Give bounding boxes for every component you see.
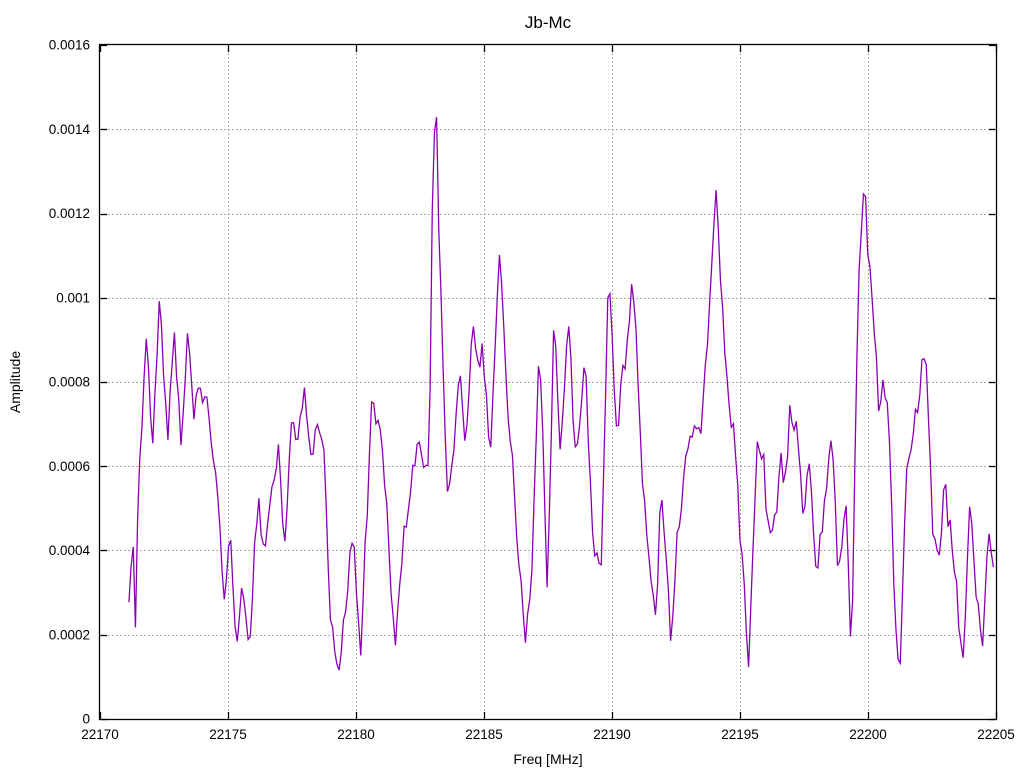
svg-text:0.0014: 0.0014: [49, 122, 91, 137]
svg-text:0.001: 0.001: [56, 290, 90, 305]
svg-text:22185: 22185: [465, 727, 503, 742]
svg-text:0: 0: [82, 712, 90, 727]
svg-text:0.0012: 0.0012: [49, 206, 90, 221]
svg-text:22195: 22195: [721, 727, 759, 742]
svg-text:Jb-Mc: Jb-Mc: [525, 13, 572, 32]
svg-text:Freq [MHz]: Freq [MHz]: [513, 751, 582, 767]
svg-text:0.0006: 0.0006: [49, 459, 90, 474]
svg-text:22170: 22170: [81, 727, 119, 742]
svg-text:0.0008: 0.0008: [49, 375, 90, 390]
svg-text:0.0016: 0.0016: [49, 38, 90, 53]
svg-text:Amplitude: Amplitude: [7, 351, 23, 413]
svg-text:22205: 22205: [977, 727, 1015, 742]
svg-text:22175: 22175: [209, 727, 247, 742]
svg-text:0.0004: 0.0004: [49, 543, 91, 558]
svg-text:22180: 22180: [337, 727, 375, 742]
svg-text:0.0002: 0.0002: [49, 627, 90, 642]
svg-text:22190: 22190: [593, 727, 631, 742]
svg-text:22200: 22200: [849, 727, 887, 742]
